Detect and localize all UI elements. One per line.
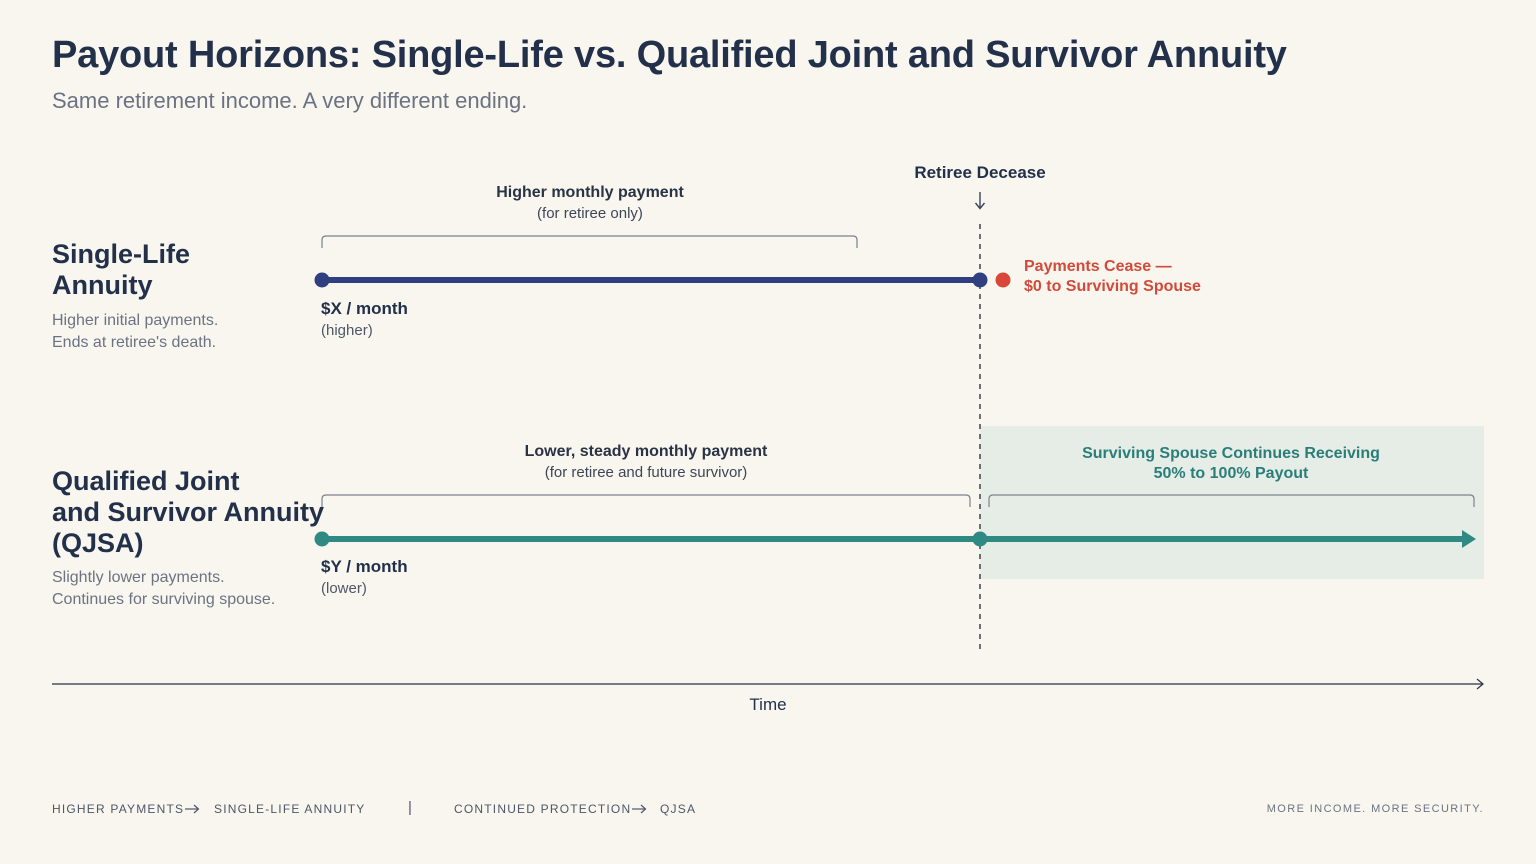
footer-higher-payments: HIGHER PAYMENTS bbox=[52, 802, 185, 816]
footer-qjsa: QJSA bbox=[660, 802, 697, 816]
footer-separator: | bbox=[408, 799, 412, 816]
single-life-heading: Single-Life Annuity bbox=[52, 239, 190, 301]
qjsa-title-line3: (QJSA) bbox=[52, 528, 144, 558]
single-life-description: Higher initial payments. Ends at retiree… bbox=[52, 310, 218, 354]
single-life-bracket-label: Higher monthly payment (for retiree only… bbox=[496, 184, 684, 222]
single-life-rate-value: $X / month bbox=[321, 299, 408, 318]
qjsa-heading: Qualified Joint and Survivor Annuity (QJ… bbox=[52, 466, 324, 559]
page-title: Payout Horizons: Single-Life vs. Qualifi… bbox=[52, 34, 1287, 76]
retiree-decease-label: Retiree Decease bbox=[914, 163, 1046, 182]
time-axis-arrow-icon bbox=[1476, 678, 1484, 690]
qjsa-rate: $Y / month (lower) bbox=[321, 557, 408, 597]
right-arrow-icon bbox=[185, 804, 200, 814]
survivor-bracket bbox=[988, 494, 1475, 507]
single-life-end-dot bbox=[972, 272, 988, 288]
qjsa-desc-line2: Continues for surviving spouse. bbox=[52, 591, 276, 608]
qjsa-start-dot bbox=[314, 531, 330, 547]
qjsa-bracket-title: Lower, steady monthly payment bbox=[524, 443, 768, 460]
single-life-bracket-title: Higher monthly payment bbox=[496, 184, 684, 201]
single-life-desc-line2: Ends at retiree's death. bbox=[52, 334, 217, 351]
survivor-line1: Surviving Spouse Continues Receiving bbox=[1082, 445, 1380, 462]
single-life-start-dot bbox=[314, 272, 330, 288]
page-subtitle: Same retirement income. A very different… bbox=[52, 88, 528, 113]
qjsa-decease-dot bbox=[972, 531, 988, 547]
right-arrow-icon bbox=[632, 804, 647, 814]
cease-line2: $0 to Surviving Spouse bbox=[1024, 278, 1201, 295]
single-life-title-line2: Annuity bbox=[52, 270, 153, 300]
single-life-bracket bbox=[321, 235, 858, 248]
qjsa-description: Slightly lower payments. Continues for s… bbox=[52, 567, 275, 611]
single-life-rate-note: (higher) bbox=[321, 322, 373, 339]
time-axis-label: Time bbox=[749, 695, 787, 714]
qjsa-desc-line1: Slightly lower payments. bbox=[52, 569, 225, 586]
single-life-title-line1: Single-Life bbox=[52, 239, 191, 269]
survivor-region bbox=[980, 426, 1484, 579]
footer-tagline: MORE INCOME. MORE SECURITY. bbox=[1266, 803, 1484, 815]
qjsa-bracket-sub: (for retiree and future survivor) bbox=[544, 464, 748, 481]
qjsa-rate-value: $Y / month bbox=[321, 557, 408, 576]
cease-line1: Payments Cease — bbox=[1024, 258, 1172, 275]
single-life-bracket-sub: (for retiree only) bbox=[537, 205, 643, 222]
qjsa-bracket-label: Lower, steady monthly payment (for retir… bbox=[525, 443, 768, 481]
qjsa-bracket bbox=[321, 494, 971, 507]
payments-cease-label: Payments Cease — $0 to Surviving Spouse bbox=[1024, 257, 1201, 297]
single-life-rate: $X / month (higher) bbox=[321, 299, 408, 339]
footer-continued-protection: CONTINUED PROTECTION bbox=[454, 802, 632, 816]
down-arrow-icon bbox=[974, 192, 986, 210]
qjsa-arrowhead bbox=[1462, 530, 1476, 548]
cease-dot bbox=[995, 272, 1011, 288]
survivor-continues-label: Surviving Spouse Continues Receiving 50%… bbox=[1082, 444, 1380, 484]
qjsa-title-line2: and Survivor Annuity bbox=[52, 497, 325, 527]
qjsa-title-line1: Qualified Joint bbox=[52, 466, 240, 496]
qjsa-rate-note: (lower) bbox=[321, 580, 367, 597]
footer-single-life: SINGLE-LIFE ANNUITY bbox=[214, 802, 366, 816]
survivor-line2: 50% to 100% Payout bbox=[1153, 465, 1309, 482]
single-life-desc-line1: Higher initial payments. bbox=[52, 312, 219, 329]
